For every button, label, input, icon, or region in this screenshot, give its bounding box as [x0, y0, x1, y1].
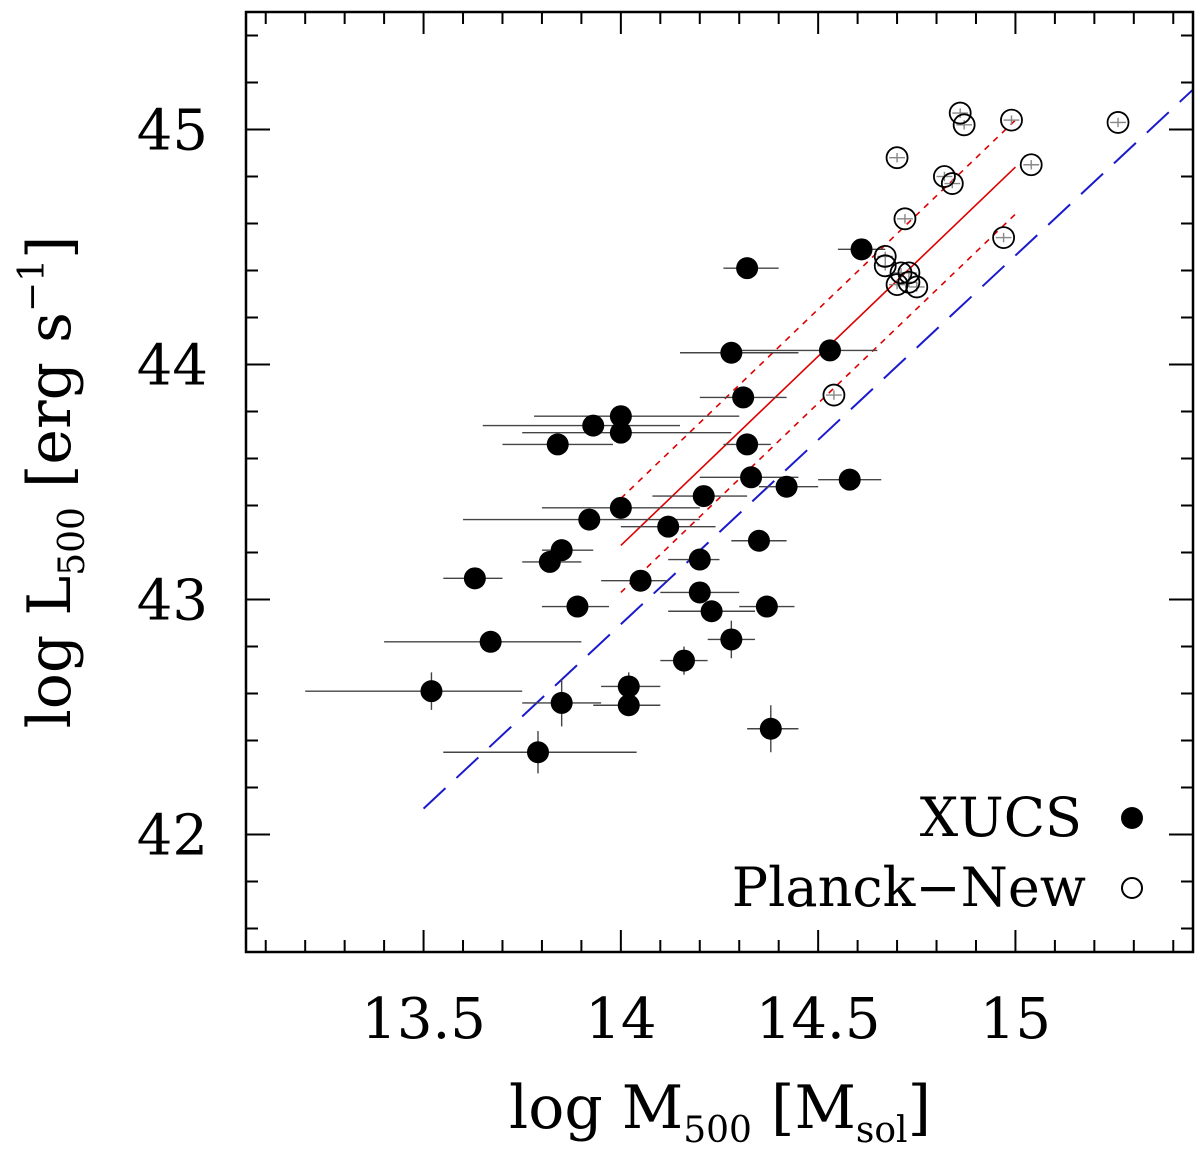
fit-lines [422, 88, 1194, 810]
x-axis-label-sub: 500 [683, 1110, 752, 1151]
y-axis-label: log L500 [erg s−1] [12, 236, 93, 729]
xucs-point [550, 539, 573, 562]
xucs-point [775, 475, 798, 498]
legend-marker-filled [1121, 807, 1143, 829]
planck-new-point [885, 146, 909, 170]
x-tick-label: 13.5 [361, 987, 486, 1052]
legend-label-planck-new: Planck−New [732, 856, 1086, 919]
fit-line-solid-0 [620, 166, 1016, 547]
data-points [420, 101, 1130, 764]
planck-new-point [822, 383, 846, 407]
y-tick-label: 45 [137, 99, 208, 164]
xucs-point [546, 433, 569, 456]
tick-labels: 13.5 14 14.5 15 42 43 44 45 [137, 99, 1051, 1053]
axis-ticks [246, 12, 1193, 952]
xucs-point [463, 567, 486, 590]
y-tick-label: 42 [137, 804, 208, 869]
xucs-point [420, 680, 443, 703]
xucs-point [582, 414, 605, 437]
planck-new-point [940, 172, 964, 195]
y-axis-label-sup: −1 [12, 259, 53, 312]
y-axis-label-close: ] [15, 236, 85, 259]
legend-marker-open [1121, 877, 1143, 899]
xucs-point [609, 496, 632, 519]
y-axis-label-sub: 500 [52, 507, 93, 576]
y-axis-label-tail: [erg s [15, 312, 85, 507]
xucs-point [657, 515, 680, 538]
planck-new-point [873, 244, 897, 268]
xucs-point [526, 741, 549, 764]
xucs-point [550, 691, 573, 714]
xucs-point [578, 508, 601, 531]
xucs-point [688, 548, 711, 571]
xucs-point [688, 581, 711, 604]
xucs-point [740, 466, 763, 489]
xucs-point [609, 405, 632, 428]
x-tick-label: 15 [980, 987, 1051, 1052]
y-tick-label: 43 [137, 569, 208, 634]
planck-new-point [1106, 111, 1130, 134]
xucs-point [629, 569, 652, 592]
xucs-point [617, 675, 640, 698]
planck-new-point [897, 261, 921, 285]
x-axis-label-unit-sub: sol [856, 1110, 908, 1151]
x-axis-label-tail: [M [752, 1073, 856, 1143]
xucs-point [759, 717, 782, 740]
planck-new-point [1019, 153, 1043, 177]
xucs-point [850, 238, 873, 261]
xucs-point [747, 529, 770, 552]
xucs-point [736, 433, 759, 456]
planck-new-point [885, 273, 909, 297]
xucs-point [736, 257, 759, 280]
legend-label-xucs: XUCS [920, 786, 1082, 849]
x-axis-label: log M500 [Msol] [509, 1073, 931, 1151]
planck-new-point [905, 275, 929, 299]
y-axis-label-main: log L [15, 576, 85, 729]
xucs-point [692, 485, 715, 508]
x-tick-label: 14.5 [756, 987, 881, 1052]
xucs-point [609, 421, 632, 444]
x-tick-label: 14 [585, 987, 656, 1052]
xucs-point [720, 341, 743, 364]
xucs-point [672, 649, 695, 672]
xucs-point [617, 694, 640, 717]
xucs-point [732, 386, 755, 409]
xucs-point [720, 628, 743, 651]
x-axis-label-main: log M [509, 1073, 683, 1143]
planck-new-point [933, 165, 956, 188]
planck-new-point [952, 113, 976, 137]
xucs-point [566, 595, 589, 618]
legend: XUCS Planck−New [732, 786, 1143, 919]
xucs-point [755, 595, 778, 618]
y-tick-label: 44 [137, 334, 208, 399]
planck-new-point [893, 207, 917, 231]
fit-line-long-3 [422, 88, 1194, 810]
planck-new-point [948, 101, 972, 125]
planck-new-point [992, 226, 1015, 250]
x-axis-label-close: ] [908, 1073, 931, 1143]
xucs-point [818, 339, 841, 362]
planck-new-point [1000, 108, 1023, 132]
plot-frame [244, 10, 1195, 954]
xucs-point [479, 630, 502, 653]
xucs-point [700, 600, 723, 623]
planck-new-point [873, 254, 897, 278]
xucs-point [838, 468, 861, 491]
